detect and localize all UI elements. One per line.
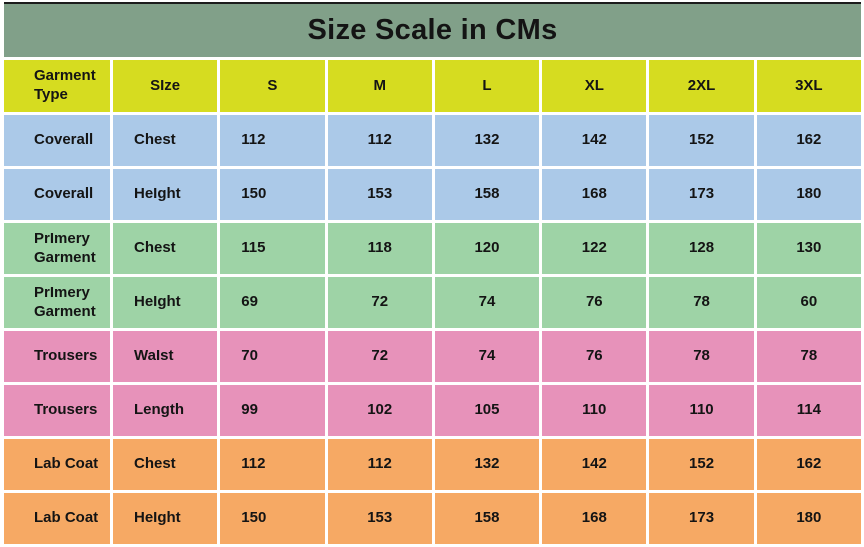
value-cell: 102 (327, 385, 432, 436)
garment-type-cell: PrImery Garment (4, 223, 110, 274)
measure-cell: Chest (113, 115, 218, 166)
garment-type-cell: PrImery Garment (4, 277, 110, 328)
measure-cell: HeIght (113, 277, 218, 328)
value-cell: 122 (542, 223, 647, 274)
value-cell: 130 (756, 223, 861, 274)
column-header-l: L (434, 60, 540, 112)
value-cell: 132 (434, 115, 540, 166)
value-cell: 162 (756, 115, 861, 166)
column-header-3xl: 3XL (756, 60, 861, 112)
value-cell: 74 (434, 277, 540, 328)
column-header-s: S (220, 60, 325, 112)
value-cell: 142 (542, 439, 647, 490)
size-table: Garment Type SIze S M L XL 2XL 3XL Coverall Chest… (4, 60, 861, 544)
column-header-garment-type: Garment Type (4, 60, 110, 112)
value-cell: 120 (434, 223, 540, 274)
measure-cell: HeIght (113, 169, 218, 220)
value-cell: 162 (756, 439, 861, 490)
value-cell: 60 (756, 277, 861, 328)
value-cell: 152 (649, 115, 754, 166)
garment-type-cell: Coverall (4, 115, 110, 166)
value-cell: 112 (327, 439, 432, 490)
value-cell: 158 (434, 169, 540, 220)
value-cell: 105 (434, 385, 540, 436)
value-cell: 78 (649, 331, 754, 382)
measure-cell: WaIst (113, 331, 218, 382)
value-cell: 72 (327, 331, 432, 382)
value-cell: 78 (756, 331, 861, 382)
page-title: Size Scale in CMs (307, 14, 558, 46)
column-header-2xl: 2XL (649, 60, 754, 112)
value-cell: 153 (327, 493, 432, 544)
garment-type-cell: Coverall (4, 169, 110, 220)
value-cell: 112 (220, 115, 325, 166)
value-cell: 168 (542, 493, 647, 544)
value-cell: 180 (756, 169, 861, 220)
measure-cell: Chest (113, 223, 218, 274)
measure-cell: Length (113, 385, 218, 436)
value-cell: 76 (542, 277, 647, 328)
value-cell: 180 (756, 493, 861, 544)
value-cell: 173 (649, 493, 754, 544)
value-cell: 74 (434, 331, 540, 382)
garment-type-cell: Lab Coat (4, 439, 110, 490)
value-cell: 128 (649, 223, 754, 274)
garment-type-cell: Lab Coat (4, 493, 110, 544)
value-cell: 76 (542, 331, 647, 382)
title-bar: Size Scale in CMs (4, 2, 861, 57)
column-header-xl: XL (542, 60, 647, 112)
measure-cell: HeIght (113, 493, 218, 544)
garment-type-cell: Trousers (4, 331, 110, 382)
value-cell: 112 (327, 115, 432, 166)
value-cell: 153 (327, 169, 432, 220)
measure-cell: Chest (113, 439, 218, 490)
value-cell: 78 (649, 277, 754, 328)
value-cell: 110 (649, 385, 754, 436)
value-cell: 115 (220, 223, 325, 274)
value-cell: 142 (542, 115, 647, 166)
column-header-size: SIze (113, 60, 218, 112)
value-cell: 132 (434, 439, 540, 490)
column-header-m: M (327, 60, 432, 112)
value-cell: 70 (220, 331, 325, 382)
value-cell: 69 (220, 277, 325, 328)
value-cell: 110 (542, 385, 647, 436)
value-cell: 158 (434, 493, 540, 544)
value-cell: 168 (542, 169, 647, 220)
value-cell: 112 (220, 439, 325, 490)
value-cell: 152 (649, 439, 754, 490)
value-cell: 150 (220, 493, 325, 544)
value-cell: 72 (327, 277, 432, 328)
value-cell: 118 (327, 223, 432, 274)
value-cell: 99 (220, 385, 325, 436)
value-cell: 150 (220, 169, 325, 220)
garment-type-cell: Trousers (4, 385, 110, 436)
value-cell: 114 (756, 385, 861, 436)
value-cell: 173 (649, 169, 754, 220)
